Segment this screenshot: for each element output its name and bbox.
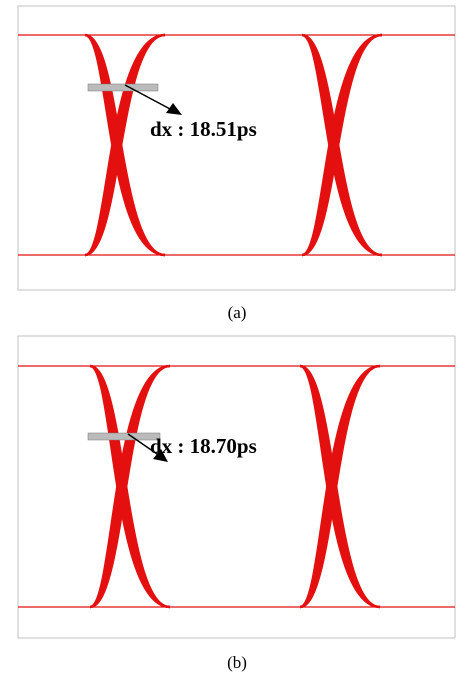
arrow bbox=[124, 84, 173, 111]
arrow-head bbox=[153, 449, 168, 462]
plot-frame bbox=[17, 335, 456, 639]
annotation: dx : 18.51ps bbox=[150, 117, 257, 141]
arrow bbox=[127, 433, 161, 457]
annotation: dx : 18.70ps bbox=[150, 434, 257, 458]
eye-trace bbox=[299, 364, 381, 609]
eye-trace bbox=[84, 33, 166, 257]
plot-frame bbox=[17, 5, 456, 291]
eye-trace bbox=[89, 364, 171, 609]
eye-trace bbox=[89, 364, 171, 609]
eye-trace bbox=[299, 364, 381, 609]
caption: (a) bbox=[228, 303, 247, 322]
eye-trace bbox=[301, 33, 383, 257]
marker-box bbox=[87, 83, 159, 92]
eye-trace bbox=[301, 33, 383, 257]
caption: (b) bbox=[227, 653, 247, 672]
arrow-head bbox=[166, 103, 182, 115]
eye-traces bbox=[18, 33, 455, 609]
marker-box bbox=[87, 432, 161, 441]
eye-trace bbox=[84, 33, 166, 257]
